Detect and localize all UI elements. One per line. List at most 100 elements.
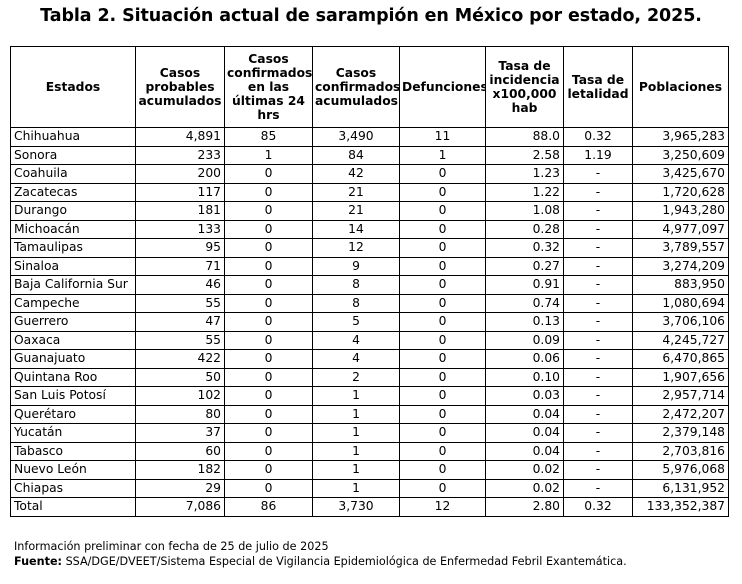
poblacion-cell: 883,950 xyxy=(632,275,729,295)
confirmados-acumulados-cell: 8 xyxy=(312,275,400,295)
source-note: Fuente: SSA/DGE/DVEET/Sistema Especial d… xyxy=(14,554,627,569)
tasa-letalidad-cell: 1.19 xyxy=(563,145,633,165)
defunciones-cell: 0 xyxy=(399,238,486,258)
state-name-cell: Guerrero xyxy=(10,312,136,332)
poblacion-cell: 133,352,387 xyxy=(632,497,729,517)
defunciones-cell: 0 xyxy=(399,275,486,295)
defunciones-cell: 11 xyxy=(399,127,486,147)
confirmados-24h-cell: 0 xyxy=(224,164,313,184)
poblacion-cell: 3,706,106 xyxy=(632,312,729,332)
confirmados-24h-cell: 0 xyxy=(224,330,313,350)
poblacion-cell: 2,379,148 xyxy=(632,423,729,443)
poblacion-cell: 3,425,670 xyxy=(632,164,729,184)
poblacion-cell: 3,965,283 xyxy=(632,127,729,147)
table-row: San Luis Potosí 102 0 1 0 0.03-2,957,714 xyxy=(10,386,729,406)
header-poblaciones: Poblaciones xyxy=(632,46,729,128)
poblacion-cell: 6,131,952 xyxy=(632,478,729,498)
table-row: Sonora 233 1 84 1 2.58 1.19 3,250,609 xyxy=(10,145,729,165)
table-row: Zacatecas 117 0 21 0 1.22-1,720,628 xyxy=(10,182,729,202)
defunciones-cell: 0 xyxy=(399,182,486,202)
poblacion-cell: 6,470,865 xyxy=(632,349,729,369)
confirmados-24h-cell: 0 xyxy=(224,293,313,313)
tasa-letalidad-cell: - xyxy=(563,293,633,313)
state-name-cell: Chiapas xyxy=(10,478,136,498)
tasa-incidencia-cell: 0.28 xyxy=(485,219,564,239)
casos-probables-cell: 422 xyxy=(135,349,225,369)
state-name-cell: Sinaloa xyxy=(10,256,136,276)
casos-probables-cell: 37 xyxy=(135,423,225,443)
table-row: Michoacán 133 0 14 0 0.28-4,977,097 xyxy=(10,219,729,239)
confirmados-acumulados-cell: 21 xyxy=(312,182,400,202)
table-row: Durango 181 0 21 0 1.08-1,943,280 xyxy=(10,201,729,221)
confirmados-24h-cell: 85 xyxy=(224,127,313,147)
confirmados-acumulados-cell: 2 xyxy=(312,367,400,387)
confirmados-acumulados-cell: 5 xyxy=(312,312,400,332)
tasa-incidencia-cell: 1.22 xyxy=(485,182,564,202)
defunciones-cell: 0 xyxy=(399,219,486,239)
defunciones-cell: 0 xyxy=(399,164,486,184)
notes: Información preliminar con fecha de 25 d… xyxy=(14,539,627,569)
confirmados-24h-cell: 0 xyxy=(224,404,313,424)
tasa-incidencia-cell: 0.02 xyxy=(485,460,564,480)
confirmados-acumulados-cell: 9 xyxy=(312,256,400,276)
header-tasa-incidencia: Tasa de incidencia x100,000 hab xyxy=(485,46,564,128)
state-name-cell: San Luis Potosí xyxy=(10,386,136,406)
poblacion-cell: 3,274,209 xyxy=(632,256,729,276)
tasa-incidencia-cell: 0.27 xyxy=(485,256,564,276)
state-name-cell: Quintana Roo xyxy=(10,367,136,387)
casos-probables-cell: 200 xyxy=(135,164,225,184)
state-name-cell: Zacatecas xyxy=(10,182,136,202)
poblacion-cell: 4,245,727 xyxy=(632,330,729,350)
casos-probables-cell: 7,086 xyxy=(135,497,225,517)
casos-probables-cell: 133 xyxy=(135,219,225,239)
tasa-letalidad-cell: - xyxy=(563,460,633,480)
confirmados-acumulados-cell: 12 xyxy=(312,238,400,258)
state-name-cell: Coahuila xyxy=(10,164,136,184)
confirmados-24h-cell: 0 xyxy=(224,441,313,461)
tasa-letalidad-cell: - xyxy=(563,423,633,443)
table-row: Campeche 55 0 8 0 0.74-1,080,694 xyxy=(10,293,729,313)
casos-probables-cell: 181 xyxy=(135,201,225,221)
poblacion-cell: 1,720,628 xyxy=(632,182,729,202)
tasa-incidencia-cell: 1.23 xyxy=(485,164,564,184)
header-row: Estados Casos probables acumulados Casos… xyxy=(10,46,729,128)
defunciones-cell: 0 xyxy=(399,293,486,313)
tasa-incidencia-cell: 0.74 xyxy=(485,293,564,313)
confirmados-acumulados-cell: 1 xyxy=(312,460,400,480)
confirmados-acumulados-cell: 1 xyxy=(312,423,400,443)
confirmados-24h-cell: 0 xyxy=(224,275,313,295)
tasa-incidencia-cell: 0.04 xyxy=(485,423,564,443)
table-body: Chihuahua 4,891 85 3,490 11 88.0 0.32 3,965,283… xyxy=(10,127,729,517)
defunciones-cell: 0 xyxy=(399,330,486,350)
confirmados-24h-cell: 0 xyxy=(224,367,313,387)
table-row: Baja California Sur 46 0 8 0 0.91-883,950 xyxy=(10,275,729,295)
defunciones-cell: 12 xyxy=(399,497,486,517)
defunciones-cell: 0 xyxy=(399,441,486,461)
state-name-cell: Sonora xyxy=(10,145,136,165)
casos-probables-cell: 50 xyxy=(135,367,225,387)
poblacion-cell: 1,943,280 xyxy=(632,201,729,221)
tasa-incidencia-cell: 2.80 xyxy=(485,497,564,517)
confirmados-acumulados-cell: 84 xyxy=(312,145,400,165)
confirmados-24h-cell: 0 xyxy=(224,349,313,369)
tasa-letalidad-cell: - xyxy=(563,164,633,184)
source-text: SSA/DGE/DVEET/Sistema Especial de Vigila… xyxy=(62,555,627,568)
state-name-cell: Campeche xyxy=(10,293,136,313)
state-name-cell: Total xyxy=(10,497,136,517)
casos-probables-cell: 46 xyxy=(135,275,225,295)
total-row: Total 7,086 86 3,730 12 2.80 0.32 133,352,387 xyxy=(10,497,729,517)
defunciones-cell: 0 xyxy=(399,460,486,480)
confirmados-acumulados-cell: 3,730 xyxy=(312,497,400,517)
tasa-letalidad-cell: - xyxy=(563,256,633,276)
casos-probables-cell: 102 xyxy=(135,386,225,406)
table-row: Quintana Roo 50 0 2 0 0.10-1,907,656 xyxy=(10,367,729,387)
poblacion-cell: 1,080,694 xyxy=(632,293,729,313)
poblacion-cell: 2,472,207 xyxy=(632,404,729,424)
table-row: Chihuahua 4,891 85 3,490 11 88.0 0.32 3,965,283 xyxy=(10,127,729,147)
confirmados-24h-cell: 0 xyxy=(224,201,313,221)
table-row: Nuevo León 182 0 1 0 0.02-5,976,068 xyxy=(10,460,729,480)
header-casos-probables: Casos probables acumulados xyxy=(135,46,225,128)
casos-probables-cell: 4,891 xyxy=(135,127,225,147)
defunciones-cell: 0 xyxy=(399,367,486,387)
tasa-incidencia-cell: 0.06 xyxy=(485,349,564,369)
